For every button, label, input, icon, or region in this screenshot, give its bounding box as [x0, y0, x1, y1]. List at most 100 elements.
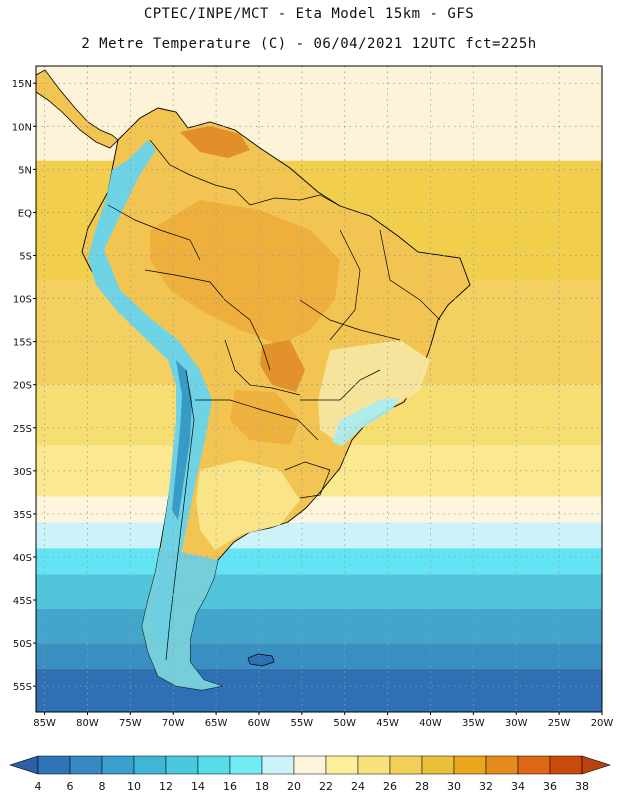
lon-tick-label: 65W — [205, 718, 228, 729]
colorbar-swatch — [197, 755, 231, 775]
colorbar-tick-label: 36 — [543, 780, 557, 793]
border-brazil-peru-bolivia — [144, 269, 271, 371]
colorbar-tick-label: 14 — [191, 780, 205, 793]
serra-do-mar-cold-strip — [332, 398, 400, 446]
lon-tick-label: 85W — [33, 718, 56, 729]
map-frame — [35, 65, 603, 713]
lon-tick-label: 80W — [76, 718, 99, 729]
colorbar-swatch — [133, 755, 167, 775]
lon-tick-label: 20W — [591, 718, 614, 729]
lon-tick-label: 45W — [376, 718, 399, 729]
lat-tick-label: 30S — [13, 467, 32, 478]
colorbar-swatch — [101, 755, 135, 775]
lon-tick-label: 55W — [291, 718, 314, 729]
lon-tick-label: 30W — [505, 718, 528, 729]
lon-tick-label: 50W — [333, 718, 356, 729]
lat-tick-label: 25S — [13, 424, 32, 435]
colorbar-tick-label: 10 — [127, 780, 141, 793]
colorbar-tick-label: 20 — [287, 780, 301, 793]
colorbar-swatch — [453, 755, 487, 775]
colorbar-tick-label: 8 — [99, 780, 106, 793]
ocean-band — [36, 496, 602, 523]
colorbar-swatch — [389, 755, 423, 775]
colorbar-swatch — [357, 755, 391, 775]
lat-tick-label: 45S — [13, 596, 32, 607]
lat-tick-label: 35S — [13, 510, 32, 521]
argentina-mild-region — [196, 460, 300, 550]
colorbar-tick-label: 4 — [35, 780, 42, 793]
border-colombia-peru — [107, 204, 201, 261]
falkland-islands — [247, 653, 275, 667]
border-bolivia-paraguay — [224, 339, 301, 396]
colorbar-tick-label: 30 — [447, 780, 461, 793]
lat-tick-label: 50S — [13, 639, 32, 650]
lat-tick-label: 10N — [12, 122, 32, 133]
map-subtitle: 2 Metre Temperature (C) - 06/04/2021 12U… — [81, 36, 537, 52]
colorbar-low-triangle — [9, 755, 39, 775]
colorbar-swatch — [165, 755, 199, 775]
lat-tick-label: 20S — [13, 381, 32, 392]
temperature-colorbar: 4 6 8 10 12 14 16 18 20 22 24 26 28 30 32 34 36 38 — [9, 755, 611, 793]
country-borders — [107, 139, 441, 661]
latitude-axis: 15N 10N 5N EQ 5S 10S 15S 20S 25S 30S 35S 40S 45S 50S 5… — [12, 79, 36, 693]
colorbar-swatch — [485, 755, 519, 775]
colorbar-swatch — [293, 755, 327, 775]
border-uruguay — [284, 461, 331, 499]
lat-tick-label: 15N — [12, 79, 32, 90]
lat-tick-label: 5S — [19, 251, 32, 262]
colorbar-swatch — [37, 755, 71, 775]
lon-tick-label: 35W — [462, 718, 485, 729]
ocean-band — [36, 668, 602, 712]
longitude-axis: 85W 80W 75W 70W 65W 60W 55W 50W 45W 40W 35W 30W 25W 2… — [33, 712, 613, 729]
amazon-warm-region — [150, 200, 340, 345]
colorbar-tick-label: 28 — [415, 780, 429, 793]
border-brazil-states-4 — [300, 369, 381, 401]
lat-tick-label: 15S — [13, 338, 32, 349]
lon-tick-label: 25W — [548, 718, 571, 729]
ocean-band — [36, 574, 602, 609]
colorbar-tick-label: 18 — [255, 780, 269, 793]
lat-tick-label: 5N — [18, 165, 32, 176]
graticule — [36, 66, 602, 712]
ocean-band — [36, 608, 602, 644]
patagonia-cool-region — [142, 548, 222, 690]
lat-tick-label: EQ — [18, 208, 32, 219]
colorbar-swatch — [549, 755, 583, 775]
colorbar-tick-label: 38 — [575, 780, 589, 793]
colorbar-swatch — [69, 755, 103, 775]
colorbar-swatch — [229, 755, 263, 775]
paraguay-warm-region — [230, 390, 300, 445]
ocean-band — [36, 643, 602, 669]
colorbar-swatch — [517, 755, 551, 775]
map-title: CPTEC/INPE/MCT - Eta Model 15km - GFS — [143, 6, 475, 22]
border-argentina-north — [195, 399, 319, 441]
border-chile-argentina — [165, 369, 195, 661]
colorbar-tick-label: 12 — [159, 780, 173, 793]
lon-tick-label: 75W — [119, 718, 142, 729]
colorbar-swatch — [421, 755, 455, 775]
lat-tick-label: 10S — [13, 295, 32, 306]
ocean-band — [36, 548, 602, 575]
colorbar-high-triangle — [581, 755, 611, 775]
border-brazil-north — [249, 194, 341, 207]
andes-cold-strip — [88, 140, 212, 650]
colorbar-tick-label: 34 — [511, 780, 525, 793]
colorbar-tick-label: 26 — [383, 780, 397, 793]
border-brazil-states-1 — [329, 229, 361, 341]
andes-peak-cold — [172, 360, 192, 520]
colorbar-tick-label: 6 — [67, 780, 74, 793]
lat-tick-label: 40S — [13, 553, 32, 564]
border-colombia-venezuela — [149, 139, 251, 206]
lat-tick-label: 55S — [13, 682, 32, 693]
pantanal-hot-region — [260, 340, 305, 392]
lon-tick-label: 60W — [248, 718, 271, 729]
venezuela-hot-region — [180, 126, 250, 158]
colorbar-tick-label: 32 — [479, 780, 493, 793]
lon-tick-label: 40W — [419, 718, 442, 729]
colorbar-tick-label: 24 — [351, 780, 365, 793]
colorbar-tick-label: 16 — [223, 780, 237, 793]
colorbar-swatch — [325, 755, 359, 775]
southeast-brazil-cool-region — [318, 340, 430, 440]
ocean-band — [36, 522, 602, 549]
